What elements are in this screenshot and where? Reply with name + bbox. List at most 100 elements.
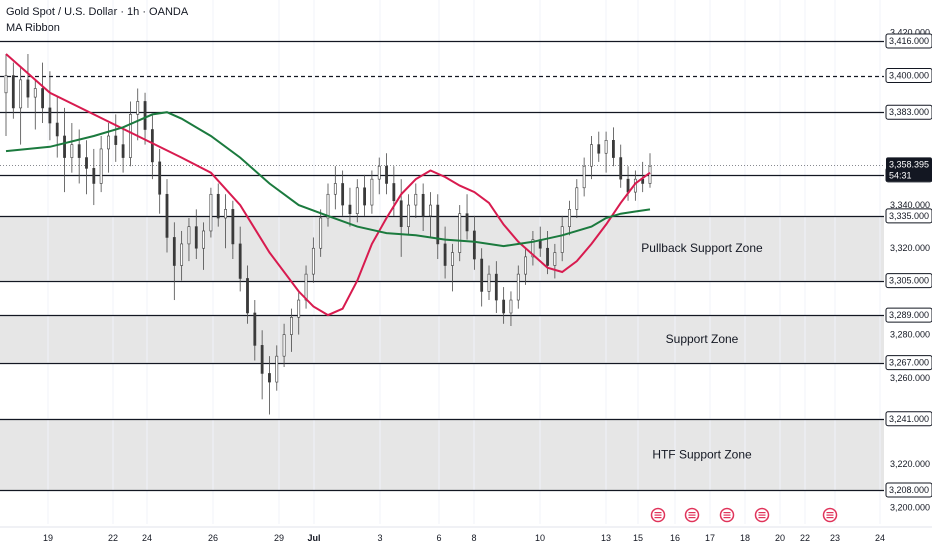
candle-body: [136, 101, 140, 115]
us-flag-stripe: [654, 514, 662, 516]
us-flag-stripe: [826, 517, 834, 519]
us-flag-stripe: [826, 512, 834, 514]
date-tick: 23: [830, 533, 840, 543]
candle-body: [143, 101, 147, 130]
candle-body: [275, 355, 279, 383]
candle-body: [150, 129, 154, 163]
candle-body: [290, 317, 293, 335]
level-label-box: [885, 208, 932, 224]
candle-body: [194, 226, 198, 249]
ma-fast-line: [5, 53, 651, 317]
price-tick: 3,220.000: [890, 459, 930, 469]
candle-body: [443, 243, 447, 266]
date-tick: 22: [800, 533, 810, 543]
candle-body: [516, 273, 520, 301]
candle-body: [107, 135, 110, 150]
candle-body: [333, 183, 337, 195]
us-flag-stripe: [758, 517, 766, 519]
candlesticks: [4, 53, 652, 415]
us-flag-stripe: [723, 514, 731, 516]
chart-symbol-title: Gold Spot / U.S. Dollar · 1h · OANDA: [6, 6, 189, 18]
price-tick: 3,320.000: [890, 243, 930, 253]
candle-body: [326, 193, 330, 219]
date-tick: 24: [875, 533, 885, 543]
date-tick: 8: [471, 533, 476, 543]
candle-body: [180, 243, 184, 266]
candle-body: [114, 135, 118, 145]
candle-body: [41, 88, 44, 109]
candle-body: [392, 183, 396, 202]
level-label: 3,267.000: [889, 358, 929, 368]
us-flag-stripe: [688, 517, 696, 519]
candle-body: [575, 187, 579, 210]
zone-label: HTF Support Zone: [652, 447, 752, 461]
date-tick: 24: [142, 533, 152, 543]
candle-body: [121, 144, 125, 158]
candle-body: [546, 247, 549, 266]
us-flag-stripe: [688, 514, 696, 516]
candle-body: [11, 75, 15, 109]
level-label: 3,241.000: [889, 414, 929, 424]
candle-body: [399, 200, 403, 227]
candle-body: [355, 187, 359, 214]
candle-body: [202, 230, 205, 249]
candle-body: [246, 278, 249, 314]
candle-body: [487, 273, 491, 292]
price-tick: 3,340.000: [890, 200, 930, 210]
candle-body: [341, 183, 345, 206]
candle-body: [70, 144, 74, 158]
candle-body: [421, 193, 425, 217]
candle-body: [224, 209, 227, 219]
candle-body: [311, 247, 315, 275]
candle-body: [626, 178, 630, 193]
level-label: 3,335.000: [889, 211, 929, 221]
time-axis[interactable]: 19 22 24 26 29 Jul 3 6 8 10 13 15 16 17 18 20 22 23 24: [0, 526, 932, 543]
zone-labels: Pullback Support Zone Support Zone HTF Sup…: [641, 241, 763, 461]
current-price-label: 3,358.395: [889, 159, 929, 169]
date-tick: 15: [633, 533, 643, 543]
us-flag-stripe: [826, 514, 834, 516]
candle-body: [348, 204, 352, 214]
candle-body: [77, 144, 81, 158]
candle-body: [465, 213, 469, 232]
candle-body: [319, 217, 323, 249]
candle-body: [524, 256, 527, 275]
ma-slow-line: [5, 111, 651, 248]
candle-body: [604, 139, 608, 154]
candle-body: [165, 193, 169, 238]
price-tick: 3,280.000: [890, 330, 930, 340]
candle-body: [297, 299, 301, 318]
candle-body: [253, 312, 257, 346]
candle-body: [407, 204, 410, 227]
candle-body: [568, 209, 571, 227]
candle-body: [238, 243, 242, 279]
level-label-box: [885, 273, 932, 289]
date-tick: 19: [43, 533, 53, 543]
candle-body: [304, 273, 308, 301]
date-tick: 22: [108, 533, 118, 543]
candle-body: [260, 345, 264, 374]
candle-body: [502, 299, 506, 314]
date-tick: 29: [274, 533, 284, 543]
level-label-box: [885, 355, 932, 371]
date-tick: 17: [705, 533, 715, 543]
candle-body: [377, 165, 381, 180]
level-label: 3,289.000: [889, 310, 929, 320]
candle-body: [48, 107, 52, 124]
zone-band: [0, 315, 884, 363]
us-flag-stripe: [723, 517, 731, 519]
horizontal-levels: [0, 40, 884, 492]
candle-body: [436, 204, 440, 245]
price-axis[interactable]: 3,420.000 3,340.000 3,320.000 3,280.000 3,26…: [884, 0, 932, 550]
candle-body: [472, 230, 476, 260]
candle-body: [509, 299, 513, 314]
candle-body: [597, 144, 601, 154]
candle-body: [385, 165, 388, 184]
candle-body: [451, 252, 454, 266]
price-tick: 3,420.000: [890, 27, 930, 37]
candle-body: [187, 226, 191, 245]
candle-body: [158, 161, 162, 195]
candle-body: [33, 88, 37, 98]
level-label-box: [885, 104, 932, 120]
